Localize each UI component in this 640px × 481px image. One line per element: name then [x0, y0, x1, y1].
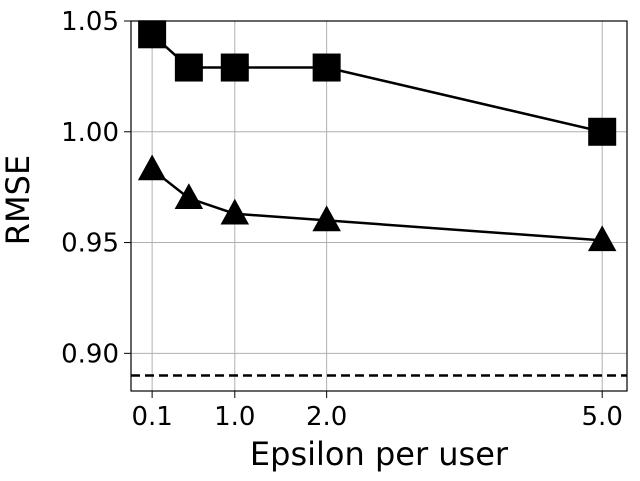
x-tick-label: 1.0: [214, 402, 255, 432]
y-axis-label: RMSE: [0, 155, 37, 245]
x-tick-label: 5.0: [582, 402, 623, 432]
square-marker: [174, 53, 203, 82]
series-triangle: [137, 154, 617, 252]
x-tick-label: 0.1: [131, 402, 172, 432]
triangle-marker: [312, 205, 341, 232]
triangle-marker: [137, 154, 167, 181]
grid-lines: [131, 20, 627, 391]
y-tick-label: 1.05: [61, 7, 119, 37]
square-marker: [138, 20, 167, 49]
data-series: [137, 20, 617, 252]
square-marker: [588, 117, 617, 146]
triangle-marker: [174, 183, 204, 210]
series-line-triangle: [151, 168, 603, 242]
series-line-square: [151, 33, 603, 133]
triangle-marker: [220, 198, 250, 225]
y-tick-label: 0.90: [61, 339, 119, 369]
plot-frame: [130, 20, 628, 392]
x-axis-label: Epsilon per user: [250, 435, 509, 473]
triangle-marker: [587, 225, 617, 252]
square-marker: [220, 53, 249, 82]
square-marker: [312, 53, 341, 82]
series-square: [138, 20, 617, 146]
y-tick-label: 1.00: [61, 118, 119, 148]
x-tick-label: 2.0: [306, 402, 347, 432]
y-tick-label: 0.95: [61, 229, 119, 259]
axis-ticks: 0.1 1.0 2.0 5.0 0.90 0.95 1.00 1.05: [61, 7, 623, 432]
